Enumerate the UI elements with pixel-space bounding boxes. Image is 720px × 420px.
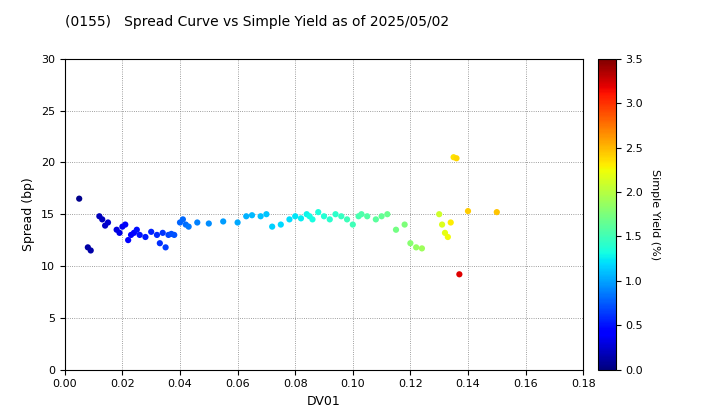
- Point: [416, 245, 428, 252]
- Point: [232, 219, 243, 226]
- Point: [307, 216, 318, 223]
- Point: [301, 211, 312, 218]
- Point: [140, 234, 151, 240]
- Point: [192, 219, 203, 226]
- Point: [442, 234, 454, 240]
- Point: [99, 222, 111, 229]
- Point: [324, 216, 336, 223]
- Point: [284, 216, 295, 223]
- Point: [177, 216, 189, 223]
- Point: [157, 229, 168, 236]
- Point: [111, 226, 122, 233]
- Point: [376, 213, 387, 220]
- Point: [266, 223, 278, 230]
- Point: [318, 213, 330, 220]
- Point: [382, 211, 393, 218]
- Point: [361, 213, 373, 220]
- Point: [451, 155, 462, 162]
- Point: [94, 213, 105, 220]
- Point: [102, 219, 114, 226]
- Point: [405, 240, 416, 247]
- Point: [120, 221, 131, 228]
- Point: [168, 231, 180, 238]
- Point: [448, 154, 459, 160]
- Point: [180, 221, 192, 228]
- Point: [96, 216, 108, 223]
- Point: [160, 244, 171, 251]
- Point: [436, 221, 448, 228]
- Point: [128, 229, 140, 236]
- Point: [275, 221, 287, 228]
- Point: [163, 231, 174, 238]
- Point: [304, 213, 315, 220]
- Point: [183, 223, 194, 230]
- Point: [145, 228, 157, 235]
- Point: [462, 208, 474, 215]
- Point: [433, 211, 445, 218]
- Y-axis label: Simple Yield (%): Simple Yield (%): [649, 169, 660, 260]
- Point: [341, 216, 353, 223]
- Point: [439, 229, 451, 236]
- Point: [82, 244, 94, 251]
- Point: [117, 223, 128, 230]
- X-axis label: DV01: DV01: [307, 395, 341, 408]
- Point: [390, 226, 402, 233]
- Point: [114, 229, 125, 236]
- Point: [85, 247, 96, 254]
- Point: [399, 221, 410, 228]
- Point: [217, 218, 229, 225]
- Point: [166, 231, 177, 237]
- Point: [295, 215, 307, 222]
- Point: [261, 211, 272, 218]
- Point: [255, 213, 266, 220]
- Point: [312, 209, 324, 215]
- Point: [370, 216, 382, 223]
- Point: [246, 212, 258, 218]
- Point: [410, 244, 422, 251]
- Point: [240, 213, 252, 220]
- Point: [347, 221, 359, 228]
- Point: [154, 240, 166, 247]
- Point: [125, 231, 137, 238]
- Point: [445, 219, 456, 226]
- Point: [454, 271, 465, 278]
- Point: [73, 195, 85, 202]
- Point: [491, 209, 503, 215]
- Point: [122, 237, 134, 244]
- Y-axis label: Spread (bp): Spread (bp): [22, 177, 35, 251]
- Text: (0155)   Spread Curve vs Simple Yield as of 2025/05/02: (0155) Spread Curve vs Simple Yield as o…: [65, 16, 449, 29]
- Point: [353, 213, 364, 220]
- Point: [174, 219, 186, 226]
- Point: [289, 213, 301, 220]
- Point: [134, 231, 145, 238]
- Point: [151, 231, 163, 238]
- Point: [330, 211, 341, 218]
- Point: [131, 226, 143, 233]
- Point: [203, 220, 215, 227]
- Point: [356, 211, 367, 218]
- Point: [336, 213, 347, 220]
